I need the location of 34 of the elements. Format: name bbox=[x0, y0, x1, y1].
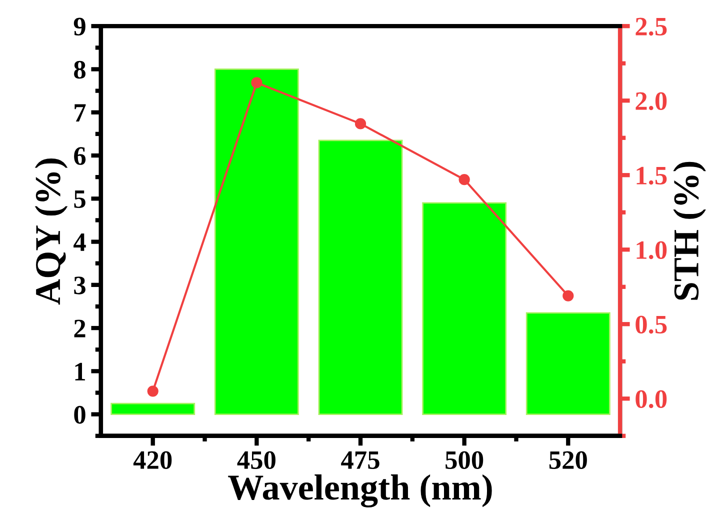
bar bbox=[318, 140, 403, 415]
point bbox=[251, 77, 262, 88]
y-tick-label: 0 bbox=[74, 406, 86, 424]
y-tick-label: 5 bbox=[74, 190, 86, 208]
y2-tick-label: 1.5 bbox=[636, 166, 667, 185]
x-tick-label: 450 bbox=[237, 451, 276, 470]
y-tick-label: 4 bbox=[74, 234, 86, 251]
y2-tick-label: 2.0 bbox=[636, 92, 667, 110]
x-tick-label: 520 bbox=[549, 451, 587, 470]
bar bbox=[110, 402, 196, 415]
bar bbox=[526, 312, 610, 415]
y2-axis-title: STH (%) bbox=[673, 162, 706, 300]
point bbox=[562, 290, 574, 302]
y2-tick-label: 1.0 bbox=[636, 241, 667, 260]
point bbox=[147, 386, 158, 397]
y-tick-label: 7 bbox=[74, 104, 86, 122]
y-tick-label: 6 bbox=[74, 147, 86, 165]
x-tick-label: 475 bbox=[341, 451, 380, 470]
x-tick-label: 500 bbox=[446, 451, 484, 470]
y-axis-title: AQY (%) bbox=[34, 158, 68, 305]
bar bbox=[214, 68, 299, 415]
point bbox=[458, 174, 470, 186]
bar bbox=[422, 202, 507, 415]
x-axis-title: Wavelength (nm) bbox=[228, 474, 492, 508]
y-tick-label: 8 bbox=[74, 60, 86, 79]
y-tick-label: 2 bbox=[74, 320, 86, 338]
y-tick-label: 9 bbox=[74, 18, 86, 36]
point bbox=[354, 118, 366, 130]
x-tick-label: 420 bbox=[133, 451, 172, 470]
y2-tick-label: 0.5 bbox=[636, 316, 667, 334]
y-tick-label: 3 bbox=[74, 276, 86, 294]
y2-tick-label: 2.5 bbox=[636, 18, 667, 36]
y-tick-label: 1 bbox=[75, 362, 85, 380]
y2-tick-label: 0.0 bbox=[636, 390, 667, 408]
